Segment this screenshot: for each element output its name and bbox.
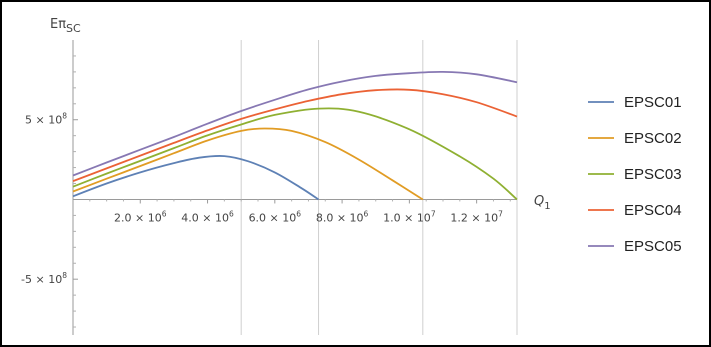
y-axis-label: EπSC bbox=[50, 17, 81, 35]
legend-label-epsc01: EPSC01 bbox=[624, 94, 682, 111]
series-lines bbox=[72, 70, 518, 201]
x-tick-label: 8.0 × 106 bbox=[316, 209, 369, 224]
legend-label-epsc03: EPSC03 bbox=[624, 166, 682, 183]
series-line-epsc03 bbox=[72, 107, 518, 201]
y-tick-label: -5 × 108 bbox=[21, 271, 67, 286]
x-tick-label: 1.0 × 107 bbox=[383, 209, 436, 224]
x-tick-label: 6.0 × 106 bbox=[249, 209, 302, 224]
gridlines bbox=[240, 40, 518, 335]
x-axis-label: Q1 bbox=[534, 194, 551, 212]
legend-label-epsc02: EPSC02 bbox=[624, 130, 682, 147]
tick-labels: 2.0 × 106 4.0 × 106 6.0 × 106 8.0 × 106 1.0 … bbox=[21, 112, 503, 286]
series-line-epsc02 bbox=[72, 127, 424, 201]
series-line-epsc01 bbox=[72, 155, 320, 201]
y-tick-label: 5 × 108 bbox=[25, 112, 67, 127]
legend-label-epsc05: EPSC05 bbox=[624, 238, 682, 255]
x-tick-label: 1.2 × 107 bbox=[450, 209, 503, 224]
x-tick-label: 2.0 × 106 bbox=[114, 209, 167, 224]
legend-label-epsc04: EPSC04 bbox=[624, 202, 682, 219]
x-tick-label: 4.0 × 106 bbox=[181, 209, 234, 224]
tick-marks bbox=[73, 55, 511, 328]
axes bbox=[72, 40, 517, 335]
series-line-epsc04 bbox=[72, 88, 518, 182]
series-line-epsc05 bbox=[72, 70, 518, 177]
legend: EPSC01 EPSC02 EPSC03 EPSC04 EPSC05 bbox=[588, 94, 682, 255]
